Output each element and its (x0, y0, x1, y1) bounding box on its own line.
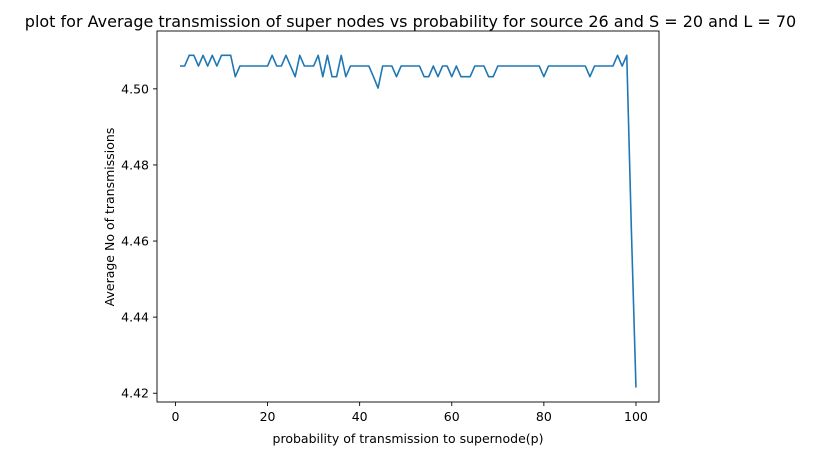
y-tick-label: 4.46 (121, 234, 149, 249)
x-tick-label: 60 (444, 409, 460, 424)
chart-title: plot for Average transmission of super n… (25, 12, 796, 31)
axes-frame (156, 30, 660, 403)
y-tick-label: 4.44 (121, 310, 149, 325)
x-tick-label: 80 (536, 409, 552, 424)
y-tick-label: 4.48 (121, 157, 149, 172)
x-tick-label: 20 (260, 409, 276, 424)
x-tick-label: 40 (352, 409, 368, 424)
x-axis: 0 20 40 60 80 100 (171, 402, 648, 424)
y-tick-label: 4.42 (121, 386, 149, 401)
x-axis-label: probability of transmission to supernode… (273, 431, 544, 446)
y-axis-label: Average No of transmissions (102, 128, 117, 307)
plot-area: 0 20 40 60 80 100 4.42 4.44 4.46 4.48 4.50 (121, 30, 660, 424)
x-tick-label: 0 (171, 409, 179, 424)
series-line (180, 54, 637, 388)
y-tick-label: 4.50 (121, 81, 149, 96)
y-axis: 4.42 4.44 4.46 4.48 4.50 (121, 81, 157, 401)
x-tick-label: 100 (624, 409, 648, 424)
